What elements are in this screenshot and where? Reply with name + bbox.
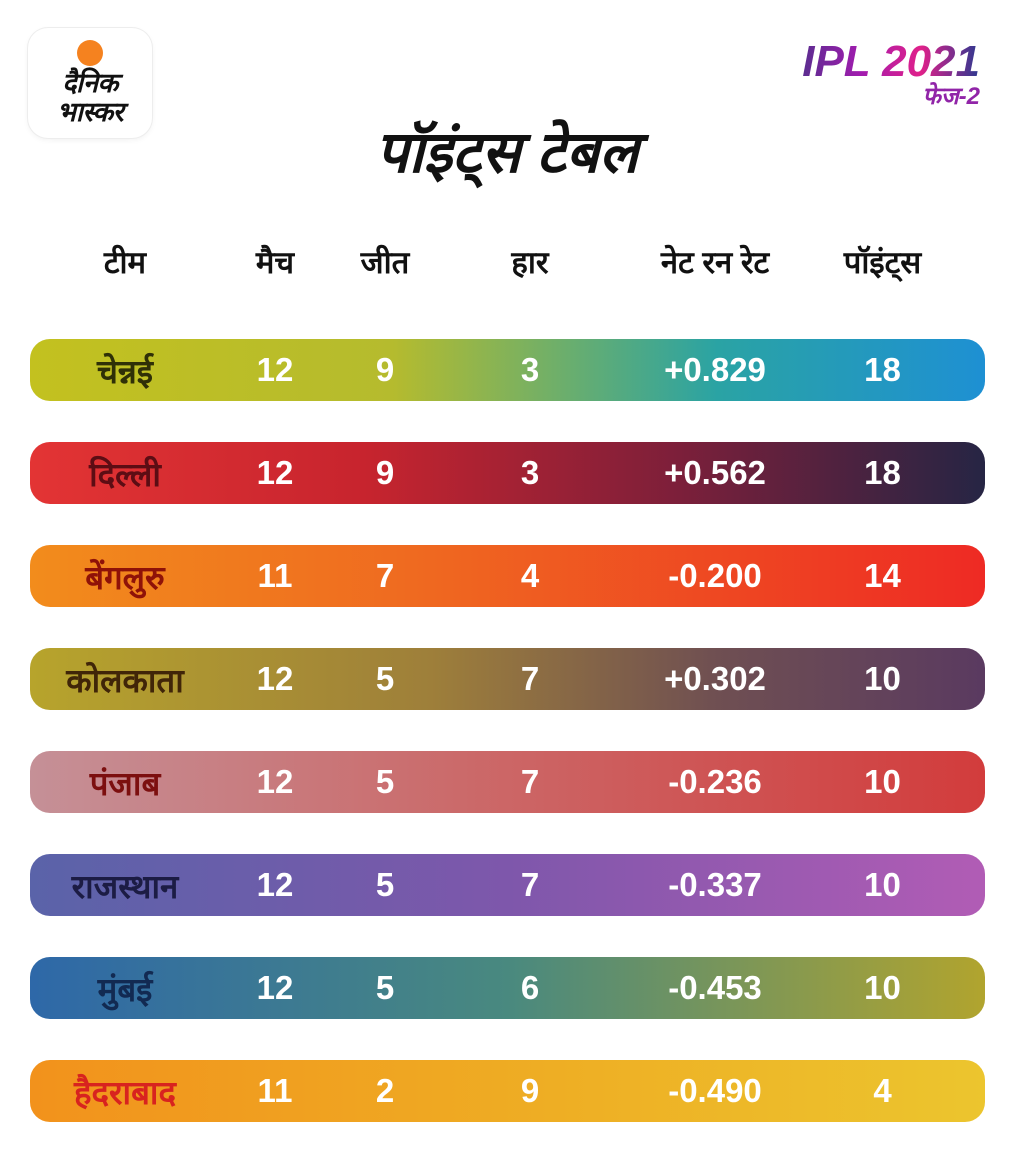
wins-value: 2 [375,1072,395,1109]
losses-value: 9 [520,1072,540,1109]
matches-value: 12 [256,763,294,800]
matches-value: 12 [256,454,294,491]
losses-value: 7 [520,763,540,800]
team-name: चेन्नई [97,352,153,390]
points-value: 10 [864,969,901,1006]
bhaskar-logo-line2: भास्कर [56,96,124,127]
losses-value: 3 [520,351,540,388]
table-row: दिल्ली 12 9 3 +0.562 18 [30,442,985,504]
column-header-points: पॉइंट्स [843,245,922,280]
losses-value: 7 [520,866,540,903]
wins-value: 5 [375,866,395,903]
ipl-2021-phase2-logo: IPL 2021 फेज-2 [802,40,980,110]
wins-value: 9 [375,454,395,491]
net-run-rate-value: -0.200 [668,557,762,594]
net-run-rate-value: +0.829 [664,351,766,388]
wins-value: 9 [375,351,395,388]
wins-value: 5 [375,969,395,1006]
net-run-rate-value: -0.490 [668,1072,762,1109]
net-run-rate-value: -0.453 [668,969,762,1006]
ipl-phase-text: फेज-2 [922,83,980,110]
bhaskar-logo-line1: दैनिक [62,68,118,99]
column-header-matches: मैच [255,245,295,280]
column-header-wins: जीत [360,245,410,280]
wins-value: 5 [375,763,395,800]
column-header-net-run-rate: नेट रन रेट [660,245,770,280]
net-run-rate-value: -0.236 [668,763,762,800]
table-row: हैदराबाद 11 2 9 -0.490 4 [30,1060,985,1122]
points-value: 10 [864,660,901,697]
points-value: 18 [864,454,901,491]
losses-value: 7 [520,660,540,697]
team-name: मुंबई [97,970,153,1008]
page-title: पॉइंट्स टेबल [375,120,639,185]
matches-value: 12 [256,866,294,903]
points-table-body: चेन्नई 12 9 3 +0.829 18 दिल्ली 12 9 3 +0.562 18 बेंग… [30,339,985,1122]
net-run-rate-value: +0.562 [664,454,766,491]
bhaskar-sun-icon [77,40,103,67]
losses-value: 6 [520,969,540,1006]
table-row: कोलकाता 12 5 7 +0.302 10 [30,648,985,710]
points-table: टीम मैच जीत हार नेट रन रेट पॉइंट्स चेन्न… [30,245,985,1153]
losses-value: 3 [520,454,540,491]
points-value: 18 [864,351,901,388]
matches-value: 12 [256,660,294,697]
team-name: राजस्थान [71,867,179,905]
column-header-losses: हार [511,245,549,280]
team-name: बेंगलुरु [85,558,165,596]
matches-value: 12 [256,969,294,1006]
points-value: 14 [864,557,901,594]
team-name: कोलकाता [66,661,184,699]
matches-value: 12 [256,351,294,388]
wins-value: 7 [375,557,395,594]
matches-value: 11 [257,1072,293,1109]
column-header-team: टीम [103,245,147,280]
points-value: 10 [864,763,901,800]
table-header-row: टीम मैच जीत हार नेट रन रेट पॉइंट्स [30,245,985,281]
matches-value: 11 [257,557,293,594]
table-row: बेंगलुरु 11 7 4 -0.200 14 [30,545,985,607]
table-row: चेन्नई 12 9 3 +0.829 18 [30,339,985,401]
points-value: 10 [864,866,901,903]
table-row: पंजाब 12 5 7 -0.236 10 [30,751,985,813]
team-name: हैदराबाद [73,1073,176,1111]
points-value: 4 [873,1072,892,1109]
dainik-bhaskar-logo: दैनिक भास्कर [28,28,152,138]
losses-value: 4 [520,557,540,594]
table-row: राजस्थान 12 5 7 -0.337 10 [30,854,985,916]
team-name: दिल्ली [89,455,161,493]
table-row: मुंबई 12 5 6 -0.453 10 [30,957,985,1019]
net-run-rate-value: -0.337 [668,866,762,903]
wins-value: 5 [375,660,395,697]
ipl-2021-logo-text: IPL 2021 [802,37,980,86]
net-run-rate-value: +0.302 [664,660,766,697]
team-name: पंजाब [89,764,161,802]
